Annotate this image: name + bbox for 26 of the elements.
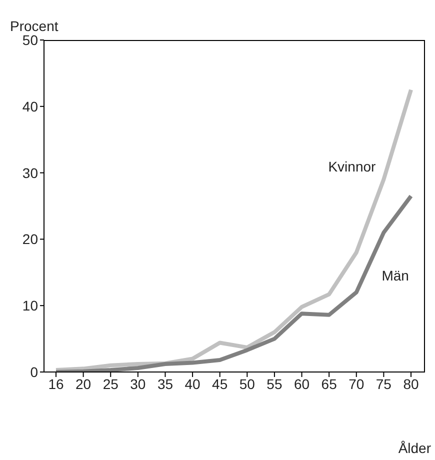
x-tick-label: 25 xyxy=(102,376,119,392)
x-tick-label: 45 xyxy=(212,376,228,392)
x-tick-label: 20 xyxy=(76,376,92,392)
y-tick-label: 50 xyxy=(22,32,38,48)
x-tick-label: 40 xyxy=(184,376,201,392)
x-tick-label: 65 xyxy=(321,376,338,392)
x-tick-label: 30 xyxy=(130,376,146,392)
series-label: Män xyxy=(382,268,409,284)
x-tick-label: 80 xyxy=(403,376,419,392)
x-tick-label: 35 xyxy=(157,376,174,392)
x-axis-title: Ålder xyxy=(398,440,431,456)
line-series xyxy=(54,194,413,372)
x-tick-label: 75 xyxy=(376,376,392,392)
x-tick-label: 60 xyxy=(294,376,310,392)
y-axis-title: Procent xyxy=(10,18,58,34)
y-tick-label: 0 xyxy=(30,364,38,380)
y-tick-label: 40 xyxy=(22,98,38,114)
x-tick-label: 70 xyxy=(348,376,364,392)
x-tick-label: 50 xyxy=(239,376,256,392)
x-tick-label: 55 xyxy=(266,376,282,392)
y-tick-label: 30 xyxy=(22,164,38,181)
series-label: Kvinnor xyxy=(328,158,376,174)
line-series xyxy=(54,88,413,372)
y-tick-label: 20 xyxy=(22,231,38,248)
y-tick-label: 10 xyxy=(22,298,38,314)
x-tick-label: 16 xyxy=(48,376,64,392)
